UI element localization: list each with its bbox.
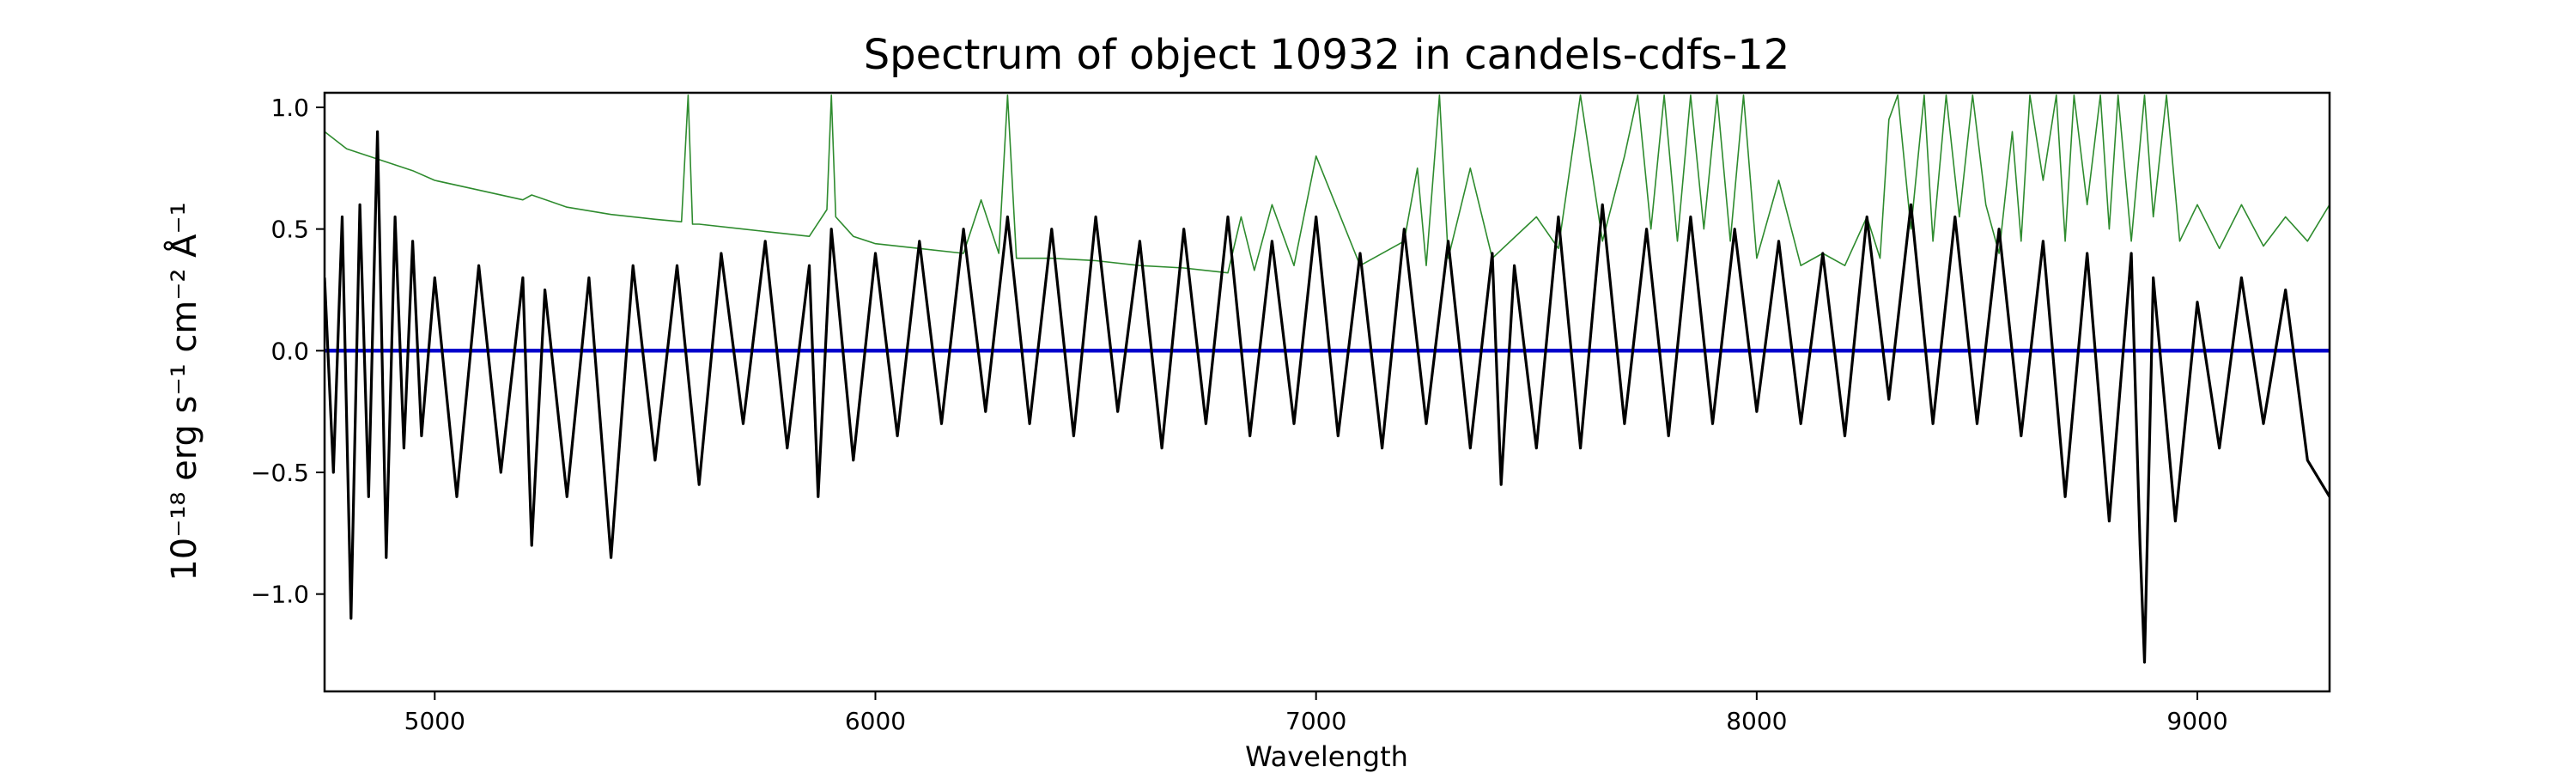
- y-tick-label: 0.0: [270, 337, 309, 365]
- y-axis: 1.0 0.5 0.0 −0.5 −1.0: [251, 94, 325, 609]
- y-axis-label: 10⁻¹⁸ erg s⁻¹ cm⁻² Å⁻¹: [163, 202, 204, 581]
- x-tick-label: 7000: [1285, 707, 1346, 735]
- x-tick-label: 6000: [845, 707, 906, 735]
- plot-area: [325, 94, 2330, 664]
- chart-title: Spectrum of object 10932 in candels-cdfs…: [864, 31, 1790, 79]
- flux-spectrum-line: [325, 130, 2330, 664]
- x-axis-label: Wavelength: [1245, 740, 1408, 773]
- x-axis: 5000 6000 7000 8000 9000: [404, 691, 2228, 735]
- axes-frame: [323, 91, 2331, 693]
- x-tick-label: 5000: [404, 707, 465, 735]
- x-tick-label: 8000: [1726, 707, 1787, 735]
- error-spectrum-line: [325, 94, 2330, 274]
- y-tick-label: −0.5: [251, 459, 309, 487]
- x-tick-label: 9000: [2166, 707, 2227, 735]
- y-tick-label: 1.0: [270, 94, 309, 122]
- y-tick-label: −1.0: [251, 581, 309, 609]
- y-tick-label: 0.5: [270, 216, 309, 244]
